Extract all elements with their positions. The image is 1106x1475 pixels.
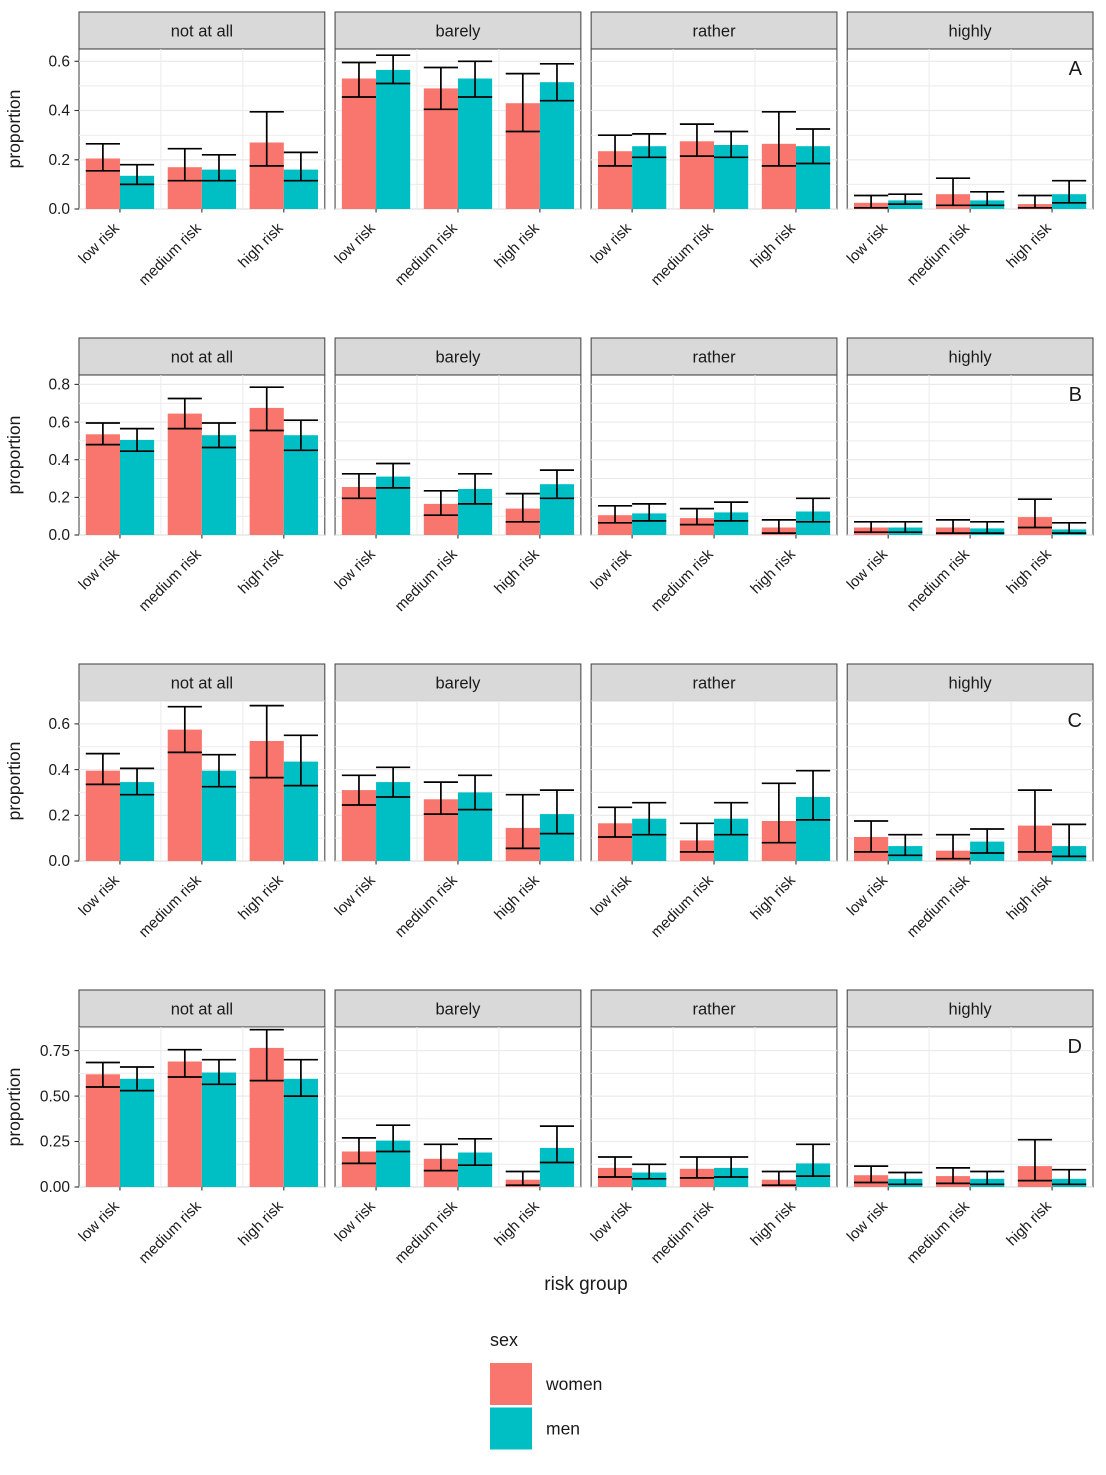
svg-text:proportion: proportion <box>4 1068 24 1147</box>
svg-text:0.6: 0.6 <box>48 54 70 71</box>
svg-text:rather: rather <box>692 23 736 41</box>
svg-text:highly: highly <box>949 349 993 367</box>
svg-text:0.8: 0.8 <box>48 377 70 394</box>
svg-text:0.6: 0.6 <box>48 716 70 733</box>
svg-text:barely: barely <box>435 349 481 367</box>
svg-text:B: B <box>1069 384 1082 406</box>
svg-text:proportion: proportion <box>4 742 24 821</box>
svg-text:0.0: 0.0 <box>48 853 70 870</box>
svg-text:D: D <box>1068 1036 1082 1058</box>
svg-text:0.6: 0.6 <box>48 414 70 431</box>
svg-text:0.4: 0.4 <box>48 103 70 120</box>
svg-text:0.4: 0.4 <box>48 452 70 469</box>
svg-text:0.00: 0.00 <box>40 1179 71 1196</box>
svg-text:0.0: 0.0 <box>48 201 70 218</box>
svg-text:rather: rather <box>692 1001 736 1019</box>
svg-text:0.50: 0.50 <box>40 1088 71 1105</box>
svg-text:proportion: proportion <box>4 90 24 169</box>
svg-text:proportion: proportion <box>4 416 24 495</box>
svg-text:not at all: not at all <box>171 1001 233 1019</box>
svg-text:0.0: 0.0 <box>48 527 70 544</box>
svg-text:barely: barely <box>435 1001 481 1019</box>
svg-text:rather: rather <box>692 349 736 367</box>
svg-text:sex: sex <box>490 1330 518 1350</box>
svg-text:highly: highly <box>949 1001 993 1019</box>
svg-text:not at all: not at all <box>171 349 233 367</box>
svg-text:risk group: risk group <box>544 1274 627 1295</box>
svg-text:0.2: 0.2 <box>48 490 70 507</box>
svg-text:not at all: not at all <box>171 23 233 41</box>
svg-text:not at all: not at all <box>171 675 233 693</box>
svg-text:barely: barely <box>435 675 481 693</box>
svg-text:0.25: 0.25 <box>40 1134 70 1151</box>
svg-text:0.2: 0.2 <box>48 152 70 169</box>
svg-text:0.75: 0.75 <box>40 1043 70 1060</box>
svg-text:0.4: 0.4 <box>48 762 70 779</box>
svg-text:0.2: 0.2 <box>48 808 70 825</box>
svg-text:men: men <box>546 1419 580 1439</box>
svg-text:women: women <box>545 1374 602 1394</box>
svg-text:highly: highly <box>949 675 993 693</box>
svg-text:barely: barely <box>435 23 481 41</box>
svg-text:C: C <box>1068 710 1082 732</box>
svg-text:highly: highly <box>949 23 993 41</box>
svg-text:rather: rather <box>692 675 736 693</box>
svg-text:A: A <box>1069 58 1083 80</box>
